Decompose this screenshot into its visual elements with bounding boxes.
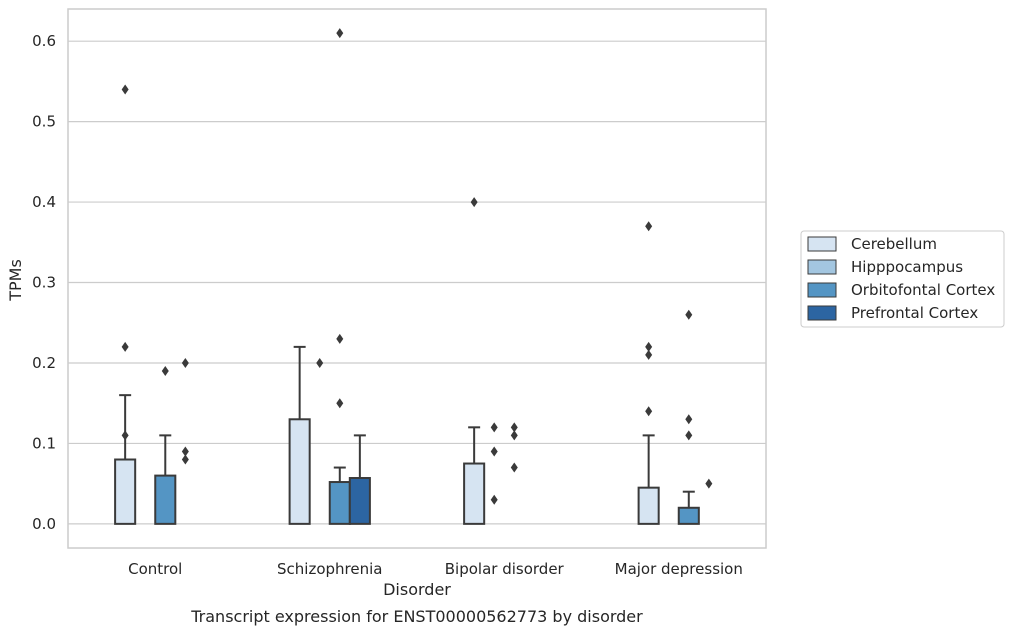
outlier-point bbox=[336, 398, 344, 409]
outlier-point bbox=[510, 430, 518, 441]
bar bbox=[637, 486, 660, 525]
y-tick-label: 0.6 bbox=[32, 32, 56, 50]
outlier-point bbox=[316, 357, 324, 368]
x-axis-title: Disorder bbox=[383, 580, 451, 599]
legend-label: Orbitofontal Cortex bbox=[851, 281, 995, 299]
bar bbox=[463, 462, 486, 525]
legend: Cerebellum Hipppocampus Orbitofontal Corte… bbox=[800, 230, 1005, 328]
bar bbox=[154, 474, 177, 525]
y-tick-label: 0.2 bbox=[32, 354, 56, 372]
outlier-point bbox=[685, 430, 693, 441]
figure-caption: Transcript expression for ENST0000056277… bbox=[190, 607, 643, 626]
outlier-point bbox=[490, 494, 498, 505]
y-tick-label: 0.1 bbox=[32, 434, 56, 452]
y-tick-label: 0.3 bbox=[32, 274, 56, 292]
outlier-point bbox=[685, 309, 693, 320]
legend-frame bbox=[800, 230, 1005, 328]
y-tick-label: 0.5 bbox=[32, 113, 56, 131]
outlier-point bbox=[645, 349, 653, 360]
x-tick-label: Bipolar disorder bbox=[445, 560, 565, 578]
outlier-point bbox=[181, 357, 189, 368]
outlier-point bbox=[645, 341, 653, 352]
outlier-point bbox=[510, 422, 518, 433]
outlier-point bbox=[121, 341, 129, 352]
outlier-point bbox=[161, 366, 169, 377]
plot-frame bbox=[67, 8, 767, 549]
outlier-point bbox=[121, 430, 129, 441]
y-tick-label: 0.4 bbox=[32, 193, 56, 211]
outlier-point bbox=[470, 197, 478, 208]
x-tick-label: Major depression bbox=[615, 560, 743, 578]
bar bbox=[328, 481, 351, 525]
legend-swatch bbox=[807, 282, 837, 298]
x-tick-label: Schizophrenia bbox=[277, 560, 382, 578]
outlier-points bbox=[121, 28, 713, 505]
outlier-point bbox=[645, 221, 653, 232]
outlier-point bbox=[685, 414, 693, 425]
legend-swatch bbox=[807, 259, 837, 275]
legend-label: Hipppocampus bbox=[851, 258, 963, 276]
outlier-point bbox=[510, 462, 518, 473]
outlier-point bbox=[181, 446, 189, 457]
error-bars bbox=[119, 345, 695, 508]
bar bbox=[114, 458, 137, 525]
y-axis-title: TPMs bbox=[6, 259, 25, 302]
legend-swatch bbox=[807, 236, 837, 252]
legend-label: Cerebellum bbox=[851, 235, 937, 253]
legend-swatch bbox=[807, 305, 837, 321]
outlier-point bbox=[181, 454, 189, 465]
outlier-point bbox=[336, 333, 344, 344]
y-axis-ticks: 0.0 0.1 0.2 0.3 0.4 0.5 0.6 bbox=[32, 32, 56, 533]
bar bbox=[288, 418, 311, 525]
x-tick-label: Control bbox=[128, 560, 182, 578]
bar bbox=[677, 506, 700, 525]
outlier-point bbox=[705, 478, 713, 489]
outlier-point bbox=[336, 28, 344, 39]
outlier-point bbox=[490, 446, 498, 457]
outlier-point bbox=[490, 422, 498, 433]
outlier-point bbox=[121, 84, 129, 95]
bar bbox=[348, 477, 371, 525]
y-tick-label: 0.0 bbox=[32, 515, 56, 533]
plot-background bbox=[68, 9, 766, 548]
outlier-point bbox=[645, 406, 653, 417]
legend-label: Prefrontal Cortex bbox=[851, 304, 978, 322]
x-axis-ticks: Control Schizophrenia Bipolar disorder Majo… bbox=[128, 560, 743, 578]
